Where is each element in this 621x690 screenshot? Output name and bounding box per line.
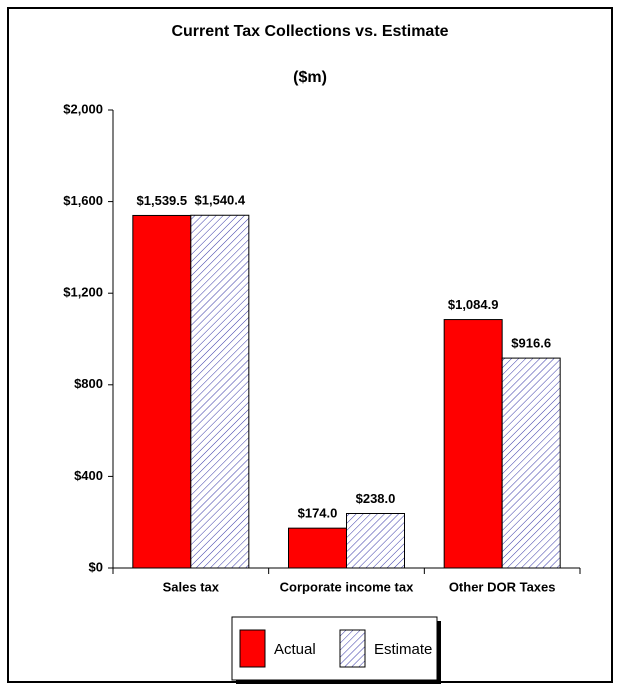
y-tick-label: $800 — [74, 376, 103, 391]
bar — [288, 527, 347, 569]
bar — [501, 357, 561, 569]
bar — [190, 214, 250, 569]
chart-title: Current Tax Collections vs. Estimate — [171, 23, 448, 40]
x-tick-label: Sales tax — [163, 579, 220, 594]
bar — [346, 512, 405, 569]
chart-subtitle: ($m) — [293, 69, 327, 86]
bar — [443, 319, 503, 569]
legend-swatch — [339, 629, 366, 668]
x-tick-label: Other DOR Taxes — [449, 579, 556, 594]
value-label: $1,084.9 — [448, 297, 499, 312]
value-label: $238.0 — [356, 491, 396, 506]
y-tick-label: $400 — [74, 468, 103, 483]
y-tick-label: $2,000 — [63, 101, 103, 116]
value-label: $1,539.5 — [137, 193, 188, 208]
legend-label: Actual — [274, 641, 316, 658]
legend-swatch — [239, 629, 266, 668]
y-tick-label: $1,200 — [63, 285, 103, 300]
bar — [132, 214, 192, 569]
value-label: $1,540.4 — [195, 193, 246, 208]
x-tick-label: Corporate income tax — [280, 579, 414, 594]
legend-box — [231, 616, 438, 681]
value-label: $174.0 — [298, 506, 338, 521]
value-label: $916.6 — [511, 336, 551, 351]
legend-label: Estimate — [374, 641, 432, 658]
y-tick-label: $0 — [89, 559, 103, 574]
chart-frame — [7, 7, 613, 683]
y-tick-label: $1,600 — [63, 193, 103, 208]
